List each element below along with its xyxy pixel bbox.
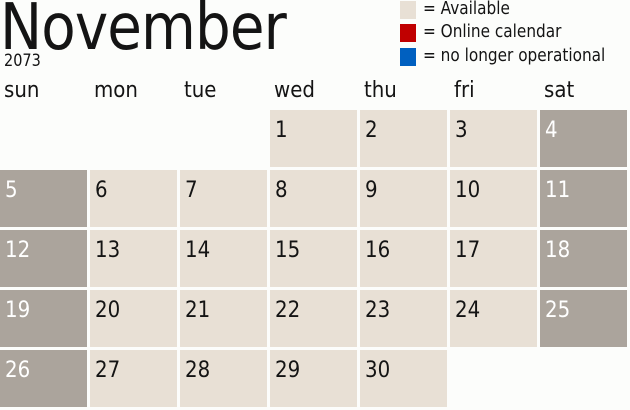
day-cell[interactable]: 20 — [90, 290, 177, 347]
day-number: 20 — [95, 298, 121, 323]
day-number: 17 — [455, 238, 481, 263]
day-number: 22 — [275, 298, 301, 323]
day-cell[interactable]: 6 — [90, 170, 177, 227]
day-number: 19 — [5, 298, 31, 323]
month-title: November — [0, 0, 287, 65]
day-number: 30 — [365, 358, 391, 383]
no-longer-operational-swatch — [400, 48, 416, 66]
weekday-header-thu: thu — [364, 78, 397, 103]
day-cell[interactable]: 24 — [450, 290, 537, 347]
day-number: 27 — [95, 358, 121, 383]
day-number: 11 — [545, 178, 571, 203]
day-cell[interactable]: 18 — [540, 230, 627, 287]
day-number: 5 — [5, 178, 18, 203]
day-cell[interactable]: 5 — [0, 170, 87, 227]
weekday-header-sun: sun — [4, 78, 40, 103]
legend-label: = Online calendar — [423, 21, 562, 42]
day-number: 23 — [365, 298, 391, 323]
weekday-header-sat: sat — [544, 78, 575, 103]
legend-label: = Available — [423, 0, 510, 19]
day-number: 14 — [185, 238, 211, 263]
day-number: 15 — [275, 238, 301, 263]
day-cell[interactable]: 3 — [450, 110, 537, 167]
year-label: 2073 — [4, 51, 41, 71]
weekday-header-wed: wed — [274, 78, 315, 103]
day-number: 3 — [455, 118, 468, 143]
weekday-header-tue: tue — [184, 78, 217, 103]
day-number: 18 — [545, 238, 571, 263]
day-cell[interactable]: 30 — [360, 350, 447, 407]
day-number: 26 — [5, 358, 31, 383]
day-cell[interactable]: 27 — [90, 350, 177, 407]
day-cell[interactable]: 29 — [270, 350, 357, 407]
day-cell[interactable]: 16 — [360, 230, 447, 287]
day-number: 6 — [95, 178, 108, 203]
day-number: 25 — [545, 298, 571, 323]
day-number: 16 — [365, 238, 391, 263]
day-cell[interactable]: 14 — [180, 230, 267, 287]
day-cell[interactable]: 9 — [360, 170, 447, 227]
day-cell[interactable]: 28 — [180, 350, 267, 407]
day-cell[interactable]: 22 — [270, 290, 357, 347]
day-cell[interactable]: 26 — [0, 350, 87, 407]
day-number: 10 — [455, 178, 481, 203]
day-number: 8 — [275, 178, 288, 203]
day-cell[interactable]: 19 — [0, 290, 87, 347]
day-number: 1 — [275, 118, 288, 143]
day-number: 7 — [185, 178, 198, 203]
day-number: 2 — [365, 118, 378, 143]
day-cell[interactable]: 17 — [450, 230, 537, 287]
day-cell[interactable]: 11 — [540, 170, 627, 227]
day-cell[interactable]: 25 — [540, 290, 627, 347]
day-cell[interactable]: 21 — [180, 290, 267, 347]
day-number: 21 — [185, 298, 211, 323]
day-number: 28 — [185, 358, 211, 383]
day-cell[interactable]: 13 — [90, 230, 177, 287]
day-number: 13 — [95, 238, 121, 263]
day-cell[interactable]: 10 — [450, 170, 537, 227]
day-cell[interactable]: 15 — [270, 230, 357, 287]
online-swatch — [400, 24, 416, 42]
day-cell[interactable]: 2 — [360, 110, 447, 167]
day-number: 9 — [365, 178, 378, 203]
day-cell[interactable]: 12 — [0, 230, 87, 287]
day-cell[interactable]: 1 — [270, 110, 357, 167]
weekday-header-fri: fri — [454, 78, 475, 103]
day-cell[interactable]: 4 — [540, 110, 627, 167]
day-cell[interactable]: 23 — [360, 290, 447, 347]
day-number: 12 — [5, 238, 31, 263]
day-number: 24 — [455, 298, 481, 323]
legend-label: = no longer operational — [423, 45, 606, 66]
day-cell[interactable]: 8 — [270, 170, 357, 227]
day-number: 4 — [545, 118, 558, 143]
weekday-header-mon: mon — [94, 78, 138, 103]
day-cell[interactable]: 7 — [180, 170, 267, 227]
available-swatch — [400, 1, 416, 19]
day-number: 29 — [275, 358, 301, 383]
